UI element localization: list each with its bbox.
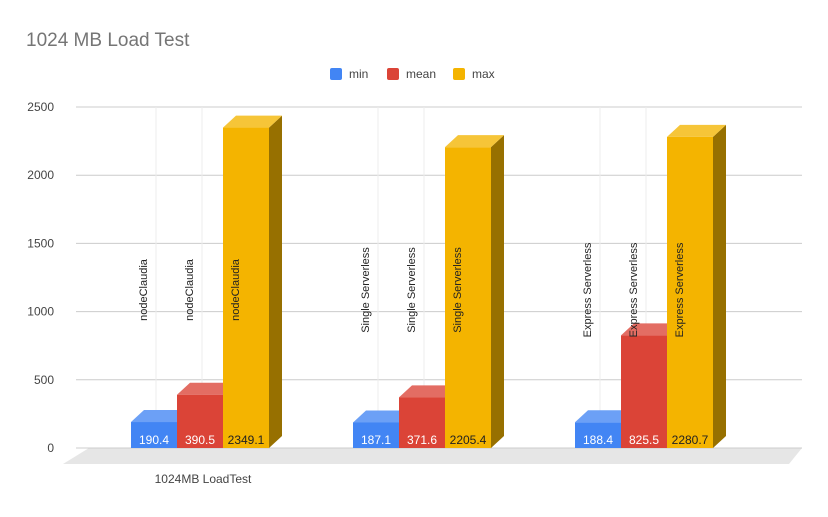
y-tick-label: 0 — [47, 441, 54, 455]
bars: 190.4 390.5 2349.1 187.1 371.6 2205.4 188.4 825… — [131, 115, 726, 448]
bar-side — [713, 124, 726, 448]
chart-title: 1024 MB Load Test — [26, 30, 190, 51]
category-label: Single Serverless — [406, 247, 418, 333]
bar-value-label: 825.5 — [629, 433, 659, 447]
bar-front — [131, 422, 177, 448]
bar-front — [353, 422, 399, 448]
category-label: nodeClaudia — [138, 258, 150, 321]
bar-max-3: 2280.7 — [667, 124, 726, 448]
bar-top — [353, 410, 412, 423]
bar-top — [667, 124, 726, 137]
bar-side — [269, 115, 282, 448]
bar-top — [131, 410, 190, 423]
bar-value-label: 390.5 — [185, 433, 215, 447]
legend-swatch — [387, 68, 399, 80]
bar-front — [399, 397, 445, 448]
bar-value-label: 2205.4 — [450, 433, 487, 447]
bar-top — [445, 135, 504, 148]
bar-front — [575, 422, 621, 448]
bar-value-label: 187.1 — [361, 433, 391, 447]
category-label: Express Serverless — [628, 242, 640, 337]
bar-front — [223, 127, 269, 448]
bar-top — [399, 385, 458, 398]
y-tick-label: 1000 — [27, 305, 54, 319]
legend: min mean max — [330, 67, 495, 81]
legend-swatch — [453, 68, 465, 80]
y-tick-label: 1500 — [27, 236, 54, 250]
x-axis-label: 1024MB LoadTest — [155, 472, 252, 486]
category-label: nodeClaudia — [184, 258, 196, 321]
y-tick-label: 500 — [34, 373, 54, 387]
category-label: Express Serverless — [582, 242, 594, 337]
legend-label: max — [472, 67, 495, 81]
bar-value-label: 188.4 — [583, 433, 613, 447]
legend-item-mean: mean — [387, 67, 436, 81]
y-tick-label: 2000 — [27, 168, 54, 182]
bar-max-2: 2205.4 — [445, 135, 504, 448]
legend-label: mean — [406, 67, 436, 81]
chart-floor — [63, 448, 802, 464]
bar-side — [491, 135, 504, 448]
category-label: Single Serverless — [360, 247, 372, 333]
category-label: Single Serverless — [452, 247, 464, 333]
bar-max-1: 2349.1 — [223, 115, 282, 448]
legend-swatch — [330, 68, 342, 80]
category-label: nodeClaudia — [230, 258, 242, 321]
bar-value-label: 190.4 — [139, 433, 169, 447]
bar-value-label: 2349.1 — [228, 433, 265, 447]
legend-label: min — [349, 67, 368, 81]
category-labels: nodeClaudia nodeClaudia nodeClaudia Single … — [138, 242, 686, 337]
bar-value-label: 371.6 — [407, 433, 437, 447]
bar-top — [575, 410, 634, 423]
bar-top — [223, 115, 282, 128]
legend-item-max: max — [453, 67, 495, 81]
bar-front — [667, 136, 713, 448]
bar-top — [177, 382, 236, 395]
legend-item-min: min — [330, 67, 368, 81]
bar-front — [445, 147, 491, 448]
bar-front — [621, 335, 667, 448]
category-label: Express Serverless — [674, 242, 686, 337]
bar-front — [177, 394, 223, 448]
gridlines — [76, 106, 802, 449]
y-tick-label: 2500 — [27, 100, 54, 114]
bar-value-label: 2280.7 — [672, 433, 709, 447]
floor-plane — [63, 448, 802, 464]
y-axis: 0 500 1000 1500 2000 2500 — [27, 100, 54, 455]
bar-top — [621, 323, 680, 336]
